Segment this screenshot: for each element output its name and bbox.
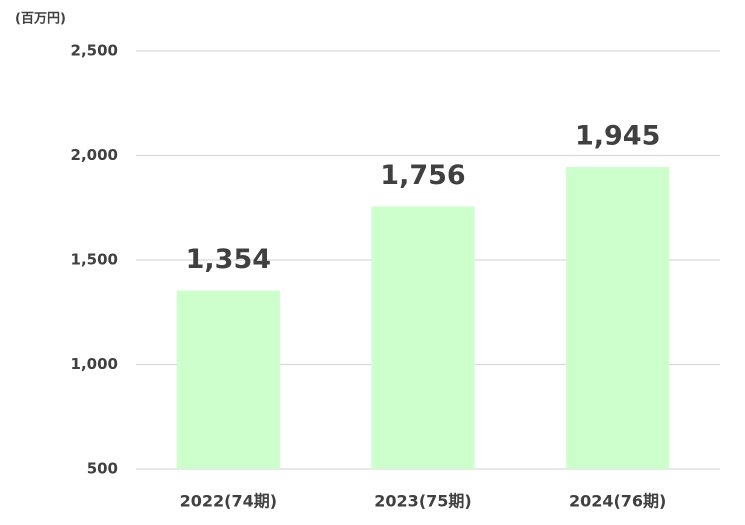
value-label: 1,756 [380, 160, 465, 191]
x-tick-label: 2023(75期) [374, 492, 471, 511]
y-tick-label: 2,000 [71, 146, 118, 164]
value-label: 1,354 [186, 244, 271, 275]
y-tick-label: 500 [87, 460, 118, 478]
value-label: 1,945 [575, 120, 660, 151]
bar [176, 290, 280, 469]
y-tick-label: 1,000 [71, 355, 118, 373]
bar [371, 206, 475, 469]
bar [566, 166, 670, 469]
x-tick-label: 2024(76期) [569, 492, 666, 511]
x-tick-label: 2022(74期) [180, 492, 277, 511]
unit-label: (百万円) [15, 12, 66, 27]
y-tick-label: 1,500 [71, 251, 118, 269]
y-tick-label: 2,500 [71, 42, 118, 60]
